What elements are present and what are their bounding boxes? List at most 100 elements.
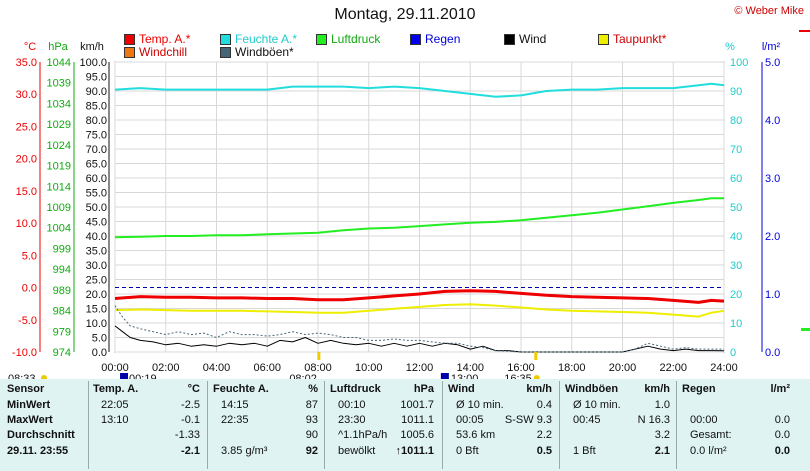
- wind-tick-label: 85.0: [86, 101, 107, 113]
- legend-item: Temp. A.*: [124, 32, 190, 46]
- table-cell-label: Gesamt:: [690, 429, 732, 441]
- press-tick-label: 1039: [47, 78, 71, 90]
- wind-tick-label: 100.0: [79, 57, 107, 69]
- hum-tick-label: 10: [730, 318, 742, 330]
- series-line: [114, 303, 725, 318]
- wind-axis-unit: km/h: [80, 41, 104, 53]
- edge-mark: [801, 328, 810, 331]
- x-tick-label: 16:00: [507, 362, 535, 374]
- legend-item: Windböen*: [220, 45, 294, 59]
- column-divider: [324, 381, 325, 469]
- press-tick-label: 1044: [47, 57, 71, 69]
- wind-tick-label: 65.0: [86, 159, 107, 171]
- table-cell-label: Ø 10 min.: [573, 399, 621, 411]
- wind-tick-label: 55.0: [86, 188, 107, 200]
- hum-tick-label: 30: [730, 260, 742, 272]
- legend-swatch: [316, 33, 327, 45]
- legend-item: Feuchte A.*: [220, 32, 297, 46]
- press-tick-label: 1034: [47, 98, 71, 110]
- table-header: Sensor: [7, 383, 45, 395]
- rain-tick-label: 5.0: [765, 57, 780, 69]
- press-tick-label: 1024: [47, 140, 71, 152]
- wind-tick-label: 75.0: [86, 130, 107, 142]
- column-header: Regen: [682, 383, 716, 395]
- column-header: Luftdruck: [330, 383, 381, 395]
- press-tick-label: 979: [53, 326, 71, 338]
- column-unit: °C: [187, 383, 200, 395]
- wind-tick-label: 60.0: [86, 173, 107, 185]
- hum-tick-label: 80: [730, 115, 742, 127]
- legend-label: Luftdruck: [331, 32, 381, 46]
- temp-tick-label: 35.0: [16, 57, 37, 69]
- x-tick-label: 10:00: [355, 362, 383, 374]
- sunrise-label: 08:02: [289, 373, 317, 379]
- moonset-icon: [120, 373, 129, 379]
- x-tick-label: 12:00: [406, 362, 434, 374]
- press-tick-label: 1009: [47, 202, 71, 214]
- wind-tick-label: 10.0: [86, 318, 107, 330]
- series-line: [114, 305, 724, 353]
- rain-tick-label: 1.0: [765, 289, 780, 301]
- press-tick-label: 999: [53, 243, 71, 255]
- table-cell-value: 93: [305, 414, 318, 426]
- column-divider: [676, 381, 677, 469]
- wind-tick-label: 30.0: [86, 260, 107, 272]
- table-cell-label: 22:05: [101, 399, 129, 411]
- wind-tick-label: 40.0: [86, 231, 107, 243]
- legend-label: Feuchte A.*: [235, 32, 298, 46]
- table-cell-label: 00:00: [690, 414, 718, 426]
- legend-label: Wind: [519, 32, 547, 46]
- rain-tick-label: 2.0: [765, 231, 780, 243]
- legend-label: Windchill: [139, 45, 188, 59]
- legend-swatch: [220, 46, 231, 58]
- column-unit: km/h: [526, 383, 552, 395]
- table-cell-value: 1001.7: [400, 399, 434, 411]
- column-divider: [442, 381, 443, 469]
- series-line: [114, 197, 724, 239]
- press-tick-label: 1004: [47, 223, 71, 235]
- table-cell-label: 00:10: [338, 399, 366, 411]
- column-header: Windböen: [565, 383, 619, 395]
- wind-tick-label: 0.0: [92, 347, 107, 359]
- legend-swatch: [220, 33, 231, 45]
- legend-label: Regen: [425, 32, 461, 46]
- x-tick-label: 24:00: [710, 362, 738, 374]
- hum-tick-label: 20: [730, 289, 742, 301]
- legend-swatch: [504, 33, 515, 45]
- column-divider: [207, 381, 208, 469]
- dawn-label: 08:33: [8, 373, 36, 379]
- table-cell-value: -0.1: [181, 414, 200, 426]
- x-tick-label: 04:00: [203, 362, 231, 374]
- wind-tick-label: 90.0: [86, 86, 107, 98]
- row-label: MaxWert: [7, 414, 53, 426]
- summary-table: Sensor MinWert MaxWert Durchschnitt 29.11. 2…: [0, 379, 810, 471]
- table-cell-label: 0 Bft: [456, 445, 479, 457]
- press-tick-label: 1019: [47, 161, 71, 173]
- hum-tick-label: 60: [730, 173, 742, 185]
- x-tick-label: 18:00: [558, 362, 586, 374]
- table-cell-value: 1011.1: [401, 414, 434, 426]
- legend-item: Windchill: [124, 45, 187, 59]
- temp-tick-label: -10.0: [12, 347, 37, 359]
- x-tick-label: 14:00: [456, 362, 484, 374]
- wind-tick-label: 70.0: [86, 144, 107, 156]
- column-divider: [559, 381, 560, 469]
- wind-tick-label: 35.0: [86, 246, 107, 258]
- temp-tick-label: -5.0: [18, 315, 37, 327]
- table-cell-value: 0.0: [774, 429, 790, 441]
- table-cell-label: 23:30: [338, 414, 366, 426]
- press-tick-label: 994: [53, 264, 71, 276]
- table-cell-value: 0.5: [536, 445, 552, 457]
- credit-label: © Weber Mike: [734, 5, 804, 17]
- x-tick-label: 20:00: [609, 362, 637, 374]
- wind-tick-label: 20.0: [86, 289, 107, 301]
- table-cell-value: 3.2: [654, 429, 670, 441]
- temp-tick-label: 10.0: [16, 218, 37, 230]
- rain-tick-label: 4.0: [765, 115, 780, 127]
- rain-axis-unit: l/m²: [762, 41, 781, 53]
- table-cell-value: 87: [305, 399, 318, 411]
- column-unit: l/m²: [770, 383, 790, 395]
- table-cell-label: 00:05: [456, 414, 484, 426]
- wind-tick-label: 45.0: [86, 217, 107, 229]
- edge-mark: [799, 30, 810, 32]
